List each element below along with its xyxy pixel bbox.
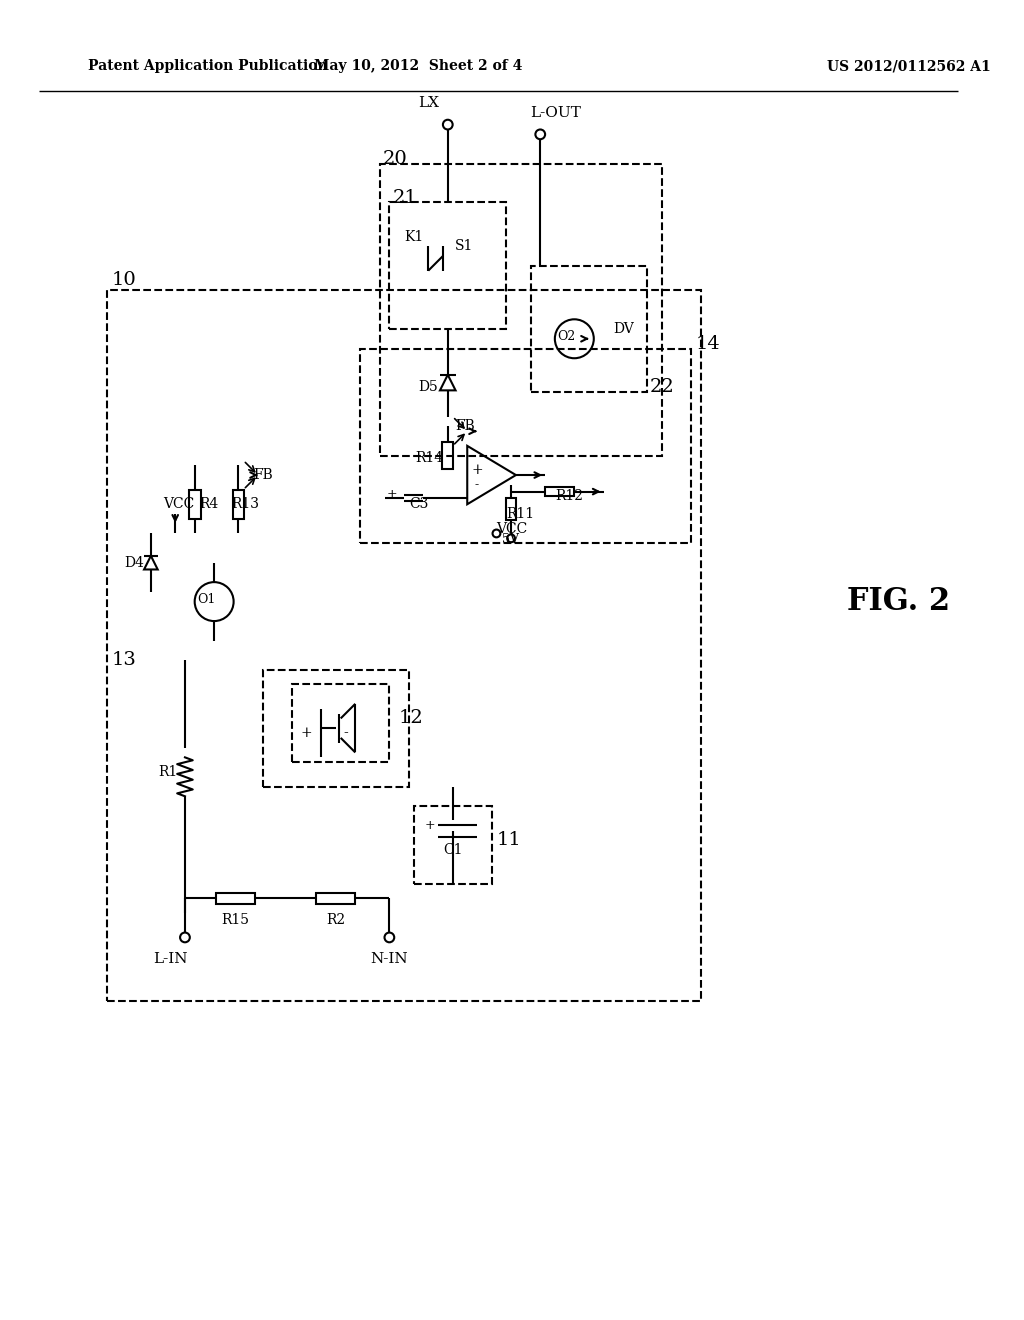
Text: FIG. 2: FIG. 2 (847, 586, 950, 616)
Text: +: + (386, 488, 397, 502)
Text: VCC: VCC (164, 498, 195, 511)
Text: 11: 11 (497, 832, 521, 849)
Text: D5: D5 (418, 380, 438, 395)
Text: S1: S1 (455, 239, 473, 253)
Text: VCC: VCC (497, 521, 527, 536)
Text: R14: R14 (415, 450, 443, 465)
Text: +: + (471, 463, 482, 478)
Text: 21: 21 (392, 189, 417, 207)
Text: R2: R2 (327, 913, 345, 927)
Bar (506, 499, 516, 520)
Text: O2: O2 (557, 330, 575, 343)
Text: -: - (343, 726, 348, 741)
Text: C1: C1 (443, 842, 463, 857)
Text: C3: C3 (409, 498, 428, 511)
Text: LX: LX (418, 96, 439, 110)
Bar (188, 490, 201, 519)
Bar (216, 892, 255, 904)
Text: 5V: 5V (502, 533, 518, 546)
Text: DV: DV (613, 322, 634, 337)
Text: 20: 20 (383, 149, 408, 168)
Text: +: + (301, 726, 312, 741)
Text: Patent Application Publication: Patent Application Publication (88, 59, 328, 73)
Text: L-OUT: L-OUT (530, 106, 582, 120)
Text: R4: R4 (200, 498, 219, 511)
Text: R15: R15 (221, 913, 250, 927)
Text: O1: O1 (198, 593, 216, 606)
Text: FB: FB (253, 469, 272, 482)
Text: 22: 22 (649, 379, 674, 396)
Text: D4: D4 (124, 556, 144, 570)
Bar (316, 892, 355, 904)
Text: R13: R13 (231, 498, 260, 511)
Text: K1: K1 (404, 230, 423, 244)
Text: 10: 10 (112, 272, 136, 289)
Text: 13: 13 (112, 651, 137, 669)
Text: N-IN: N-IN (371, 952, 409, 966)
Text: FB: FB (456, 420, 475, 433)
Bar (545, 487, 574, 496)
Text: R11: R11 (506, 507, 535, 521)
Text: +: + (425, 818, 435, 832)
Text: 14: 14 (696, 335, 721, 352)
Text: R1: R1 (158, 766, 177, 779)
Text: May 10, 2012  Sheet 2 of 4: May 10, 2012 Sheet 2 of 4 (314, 59, 523, 73)
Text: L-IN: L-IN (154, 952, 187, 966)
Text: R12: R12 (555, 490, 583, 503)
Text: US 2012/0112562 A1: US 2012/0112562 A1 (827, 59, 991, 73)
Bar (442, 442, 454, 469)
Text: -: - (475, 478, 479, 491)
Text: 12: 12 (399, 709, 424, 727)
Bar (232, 490, 245, 519)
